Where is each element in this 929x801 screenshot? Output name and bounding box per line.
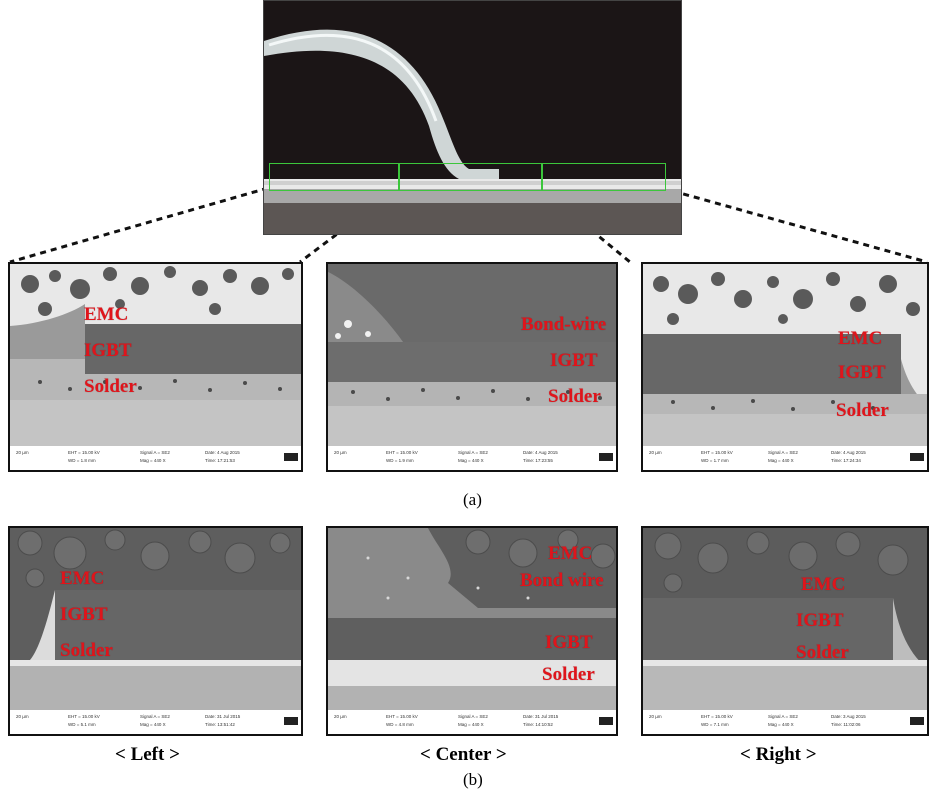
- sem-image: [328, 264, 616, 446]
- column-caption-left: < Left >: [115, 744, 180, 765]
- column-caption-right: < Right >: [740, 744, 817, 765]
- label-bond-wire: Bond-wire: [521, 314, 607, 335]
- label-igbt: IGBT: [545, 632, 593, 653]
- sem-panel-b-right: EMC IGBT Solder 20 µm EHT = 15.00 kV WD …: [641, 526, 929, 736]
- zoom-box-center: [399, 163, 542, 191]
- sem-panel-a-left: EMC IGBT Solder 20 µm EHT = 15.00 kV WD …: [8, 262, 303, 472]
- optical-photo: [264, 1, 681, 234]
- zeiss-logo: [910, 453, 924, 461]
- label-emc: EMC: [84, 304, 129, 325]
- sem-info-bar: 20 µm EHT = 15.00 kV WD = 4.8 mm Signal …: [328, 710, 616, 734]
- label-emc: EMC: [60, 568, 105, 589]
- zeiss-logo: [599, 453, 613, 461]
- label-solder: Solder: [84, 376, 137, 397]
- label-igbt: IGBT: [84, 340, 132, 361]
- label-bond-wire: Bond wire: [520, 570, 604, 591]
- sem-info-bar: 20 µm EHT = 15.00 kV WD = 7.1 mm Signal …: [643, 710, 927, 734]
- sem-info-bar: 20 µm EHT = 15.00 kV WD = 1.9 mm Signal …: [328, 446, 616, 470]
- sem-panel-b-left: EMC IGBT Solder 20 µm EHT = 15.00 kV WD …: [8, 526, 303, 736]
- sem-info-bar: 20 µm EHT = 15.00 kV WD = 1.8 mm Signal …: [10, 446, 301, 470]
- sem-info-bar: 20 µm EHT = 15.00 kV WD = 1.7 mm Signal …: [643, 446, 927, 470]
- column-caption-center: < Center >: [420, 744, 507, 765]
- sem-panel-a-center: Bond-wire IGBT Solder 20 µm EHT = 15.00 …: [326, 262, 618, 472]
- sem-image: [328, 528, 616, 710]
- caption-a: (a): [463, 490, 482, 509]
- sem-image: [10, 528, 301, 710]
- sem-info-bar: 20 µm EHT = 15.00 kV WD = 5.1 mm Signal …: [10, 710, 301, 734]
- label-emc: EMC: [838, 328, 883, 349]
- sem-image: [10, 264, 301, 446]
- zoom-box-left: [269, 163, 399, 191]
- label-igbt: IGBT: [550, 350, 598, 371]
- sem-image: [643, 528, 927, 710]
- label-emc: EMC: [548, 543, 593, 564]
- label-solder: Solder: [796, 642, 849, 663]
- label-solder: Solder: [542, 664, 595, 685]
- label-igbt: IGBT: [60, 604, 108, 625]
- zeiss-logo: [284, 717, 298, 725]
- label-solder: Solder: [60, 640, 113, 661]
- zoom-box-right: [542, 163, 666, 191]
- zeiss-logo: [599, 717, 613, 725]
- label-emc: EMC: [801, 574, 846, 595]
- sem-image: [643, 264, 927, 446]
- zeiss-logo: [910, 717, 924, 725]
- label-igbt: IGBT: [796, 610, 844, 631]
- label-solder: Solder: [548, 386, 601, 407]
- label-solder: Solder: [836, 400, 889, 421]
- sem-panel-b-center: EMC Bond wire IGBT Solder 20 µm EHT = 15…: [326, 526, 618, 736]
- caption-b: (b): [463, 770, 483, 789]
- optical-image: [263, 0, 682, 235]
- label-igbt: IGBT: [838, 362, 886, 383]
- sem-panel-a-right: EMC IGBT Solder 20 µm EHT = 15.00 kV WD …: [641, 262, 929, 472]
- zeiss-logo: [284, 453, 298, 461]
